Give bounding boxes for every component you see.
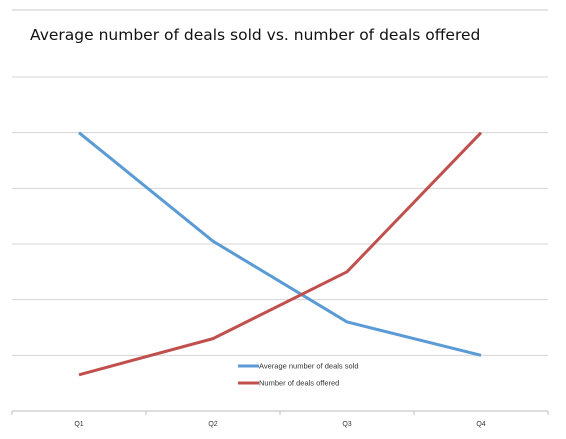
series-line-1 — [78, 131, 482, 357]
x-axis: Q1 Q2 Q3 Q4 — [11, 410, 549, 428]
chart-title: Average number of deals sold vs. number … — [30, 26, 480, 44]
legend-label: Number of deals offered — [259, 379, 339, 388]
series-lines — [78, 131, 483, 377]
legend-label: Average number of deals sold — [259, 362, 359, 371]
legend: Average number of deals sold Number of de… — [238, 362, 359, 388]
gridlines — [12, 76, 548, 356]
x-tick-label: Q2 — [208, 421, 217, 428]
x-tick-label: Q1 — [74, 421, 83, 428]
series-line-2 — [78, 131, 483, 377]
x-tick-label: Q4 — [476, 421, 485, 428]
x-tick-label: Q3 — [342, 421, 351, 428]
